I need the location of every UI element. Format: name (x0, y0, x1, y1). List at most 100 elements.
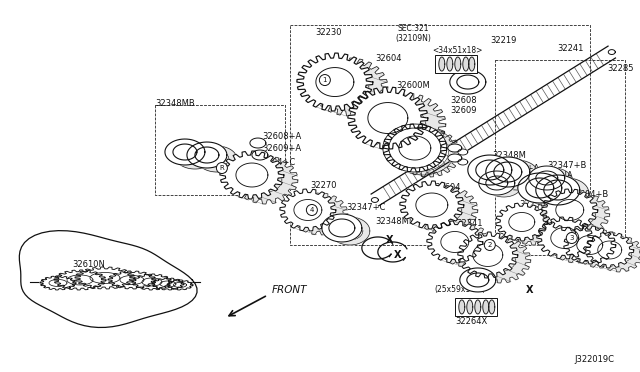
Polygon shape (542, 189, 598, 231)
Text: 32264X: 32264X (455, 317, 487, 327)
Polygon shape (292, 193, 348, 235)
Text: 32348M: 32348M (492, 151, 525, 160)
Polygon shape (167, 280, 193, 290)
Text: 4: 4 (310, 207, 314, 213)
Polygon shape (330, 217, 370, 245)
Circle shape (484, 240, 495, 250)
Polygon shape (608, 49, 615, 55)
Text: 32219: 32219 (490, 36, 516, 45)
Polygon shape (479, 171, 515, 195)
Polygon shape (536, 175, 580, 205)
Text: <34x51x18>: <34x51x18> (432, 45, 482, 55)
Text: 32600M: 32600M (396, 81, 429, 90)
Polygon shape (503, 165, 531, 185)
Polygon shape (475, 300, 481, 314)
Polygon shape (471, 237, 531, 283)
Text: 32608: 32608 (450, 96, 476, 105)
Polygon shape (400, 181, 464, 229)
Polygon shape (493, 178, 515, 192)
Polygon shape (518, 173, 562, 203)
Polygon shape (187, 142, 227, 168)
Text: J322019C: J322019C (575, 355, 615, 365)
Circle shape (216, 163, 227, 173)
Text: 1: 1 (323, 77, 327, 83)
Text: 32136A: 32136A (494, 234, 526, 243)
Text: 32604: 32604 (434, 183, 460, 192)
Polygon shape (252, 150, 268, 160)
Polygon shape (439, 225, 495, 267)
Text: 32604+C: 32604+C (256, 157, 295, 167)
Text: 32341: 32341 (456, 219, 483, 228)
Polygon shape (234, 156, 298, 204)
Polygon shape (458, 232, 518, 278)
Polygon shape (312, 58, 388, 116)
Text: X: X (526, 285, 534, 295)
Polygon shape (564, 226, 616, 264)
Polygon shape (477, 158, 521, 188)
Polygon shape (489, 300, 495, 314)
Polygon shape (483, 300, 489, 314)
Polygon shape (132, 274, 172, 290)
Polygon shape (391, 127, 455, 175)
Text: R: R (220, 165, 224, 171)
Polygon shape (496, 203, 548, 241)
Text: 32230: 32230 (315, 28, 341, 36)
Polygon shape (463, 57, 469, 71)
Text: 32610N: 32610N (72, 260, 105, 269)
Bar (435, 55, 477, 73)
Text: 32348MD: 32348MD (375, 218, 415, 227)
Polygon shape (548, 221, 605, 263)
Polygon shape (414, 186, 478, 234)
Polygon shape (348, 87, 428, 149)
Polygon shape (397, 129, 461, 177)
Polygon shape (468, 155, 512, 185)
Polygon shape (596, 236, 640, 272)
Polygon shape (366, 93, 446, 155)
Text: 3: 3 (570, 235, 574, 241)
Polygon shape (322, 214, 362, 242)
Polygon shape (586, 232, 634, 268)
Polygon shape (383, 124, 447, 172)
Polygon shape (455, 57, 461, 71)
Text: FRONT: FRONT (272, 285, 307, 295)
Polygon shape (108, 271, 156, 289)
Text: 32609+A: 32609+A (262, 144, 301, 153)
Polygon shape (205, 151, 229, 167)
Polygon shape (337, 222, 363, 240)
Polygon shape (250, 138, 266, 148)
Polygon shape (575, 230, 627, 268)
Polygon shape (75, 267, 135, 289)
Polygon shape (427, 221, 483, 263)
Polygon shape (553, 183, 580, 203)
Text: (32109N): (32109N) (396, 33, 432, 42)
Polygon shape (485, 163, 513, 183)
Polygon shape (536, 168, 572, 192)
Text: 32604: 32604 (375, 54, 401, 62)
Text: 32260: 32260 (575, 256, 601, 264)
Text: 32347+B: 32347+B (548, 160, 587, 170)
Polygon shape (460, 268, 496, 292)
Polygon shape (486, 173, 522, 197)
Text: 32608+A: 32608+A (262, 132, 301, 141)
Polygon shape (458, 159, 468, 165)
Polygon shape (40, 276, 76, 290)
Polygon shape (554, 193, 610, 235)
Polygon shape (297, 53, 373, 111)
Polygon shape (458, 149, 468, 155)
Polygon shape (543, 173, 564, 187)
Polygon shape (439, 57, 445, 71)
Polygon shape (220, 151, 284, 199)
Text: X: X (386, 235, 394, 245)
Text: 32250: 32250 (520, 201, 546, 209)
Polygon shape (459, 300, 465, 314)
Circle shape (307, 205, 317, 215)
Polygon shape (486, 157, 530, 187)
Polygon shape (535, 181, 563, 201)
Polygon shape (545, 178, 589, 208)
Polygon shape (371, 198, 378, 202)
Polygon shape (495, 160, 539, 190)
Polygon shape (152, 278, 184, 290)
Polygon shape (537, 217, 593, 259)
Text: 32270: 32270 (310, 180, 337, 189)
Text: 32347+A: 32347+A (500, 164, 539, 173)
